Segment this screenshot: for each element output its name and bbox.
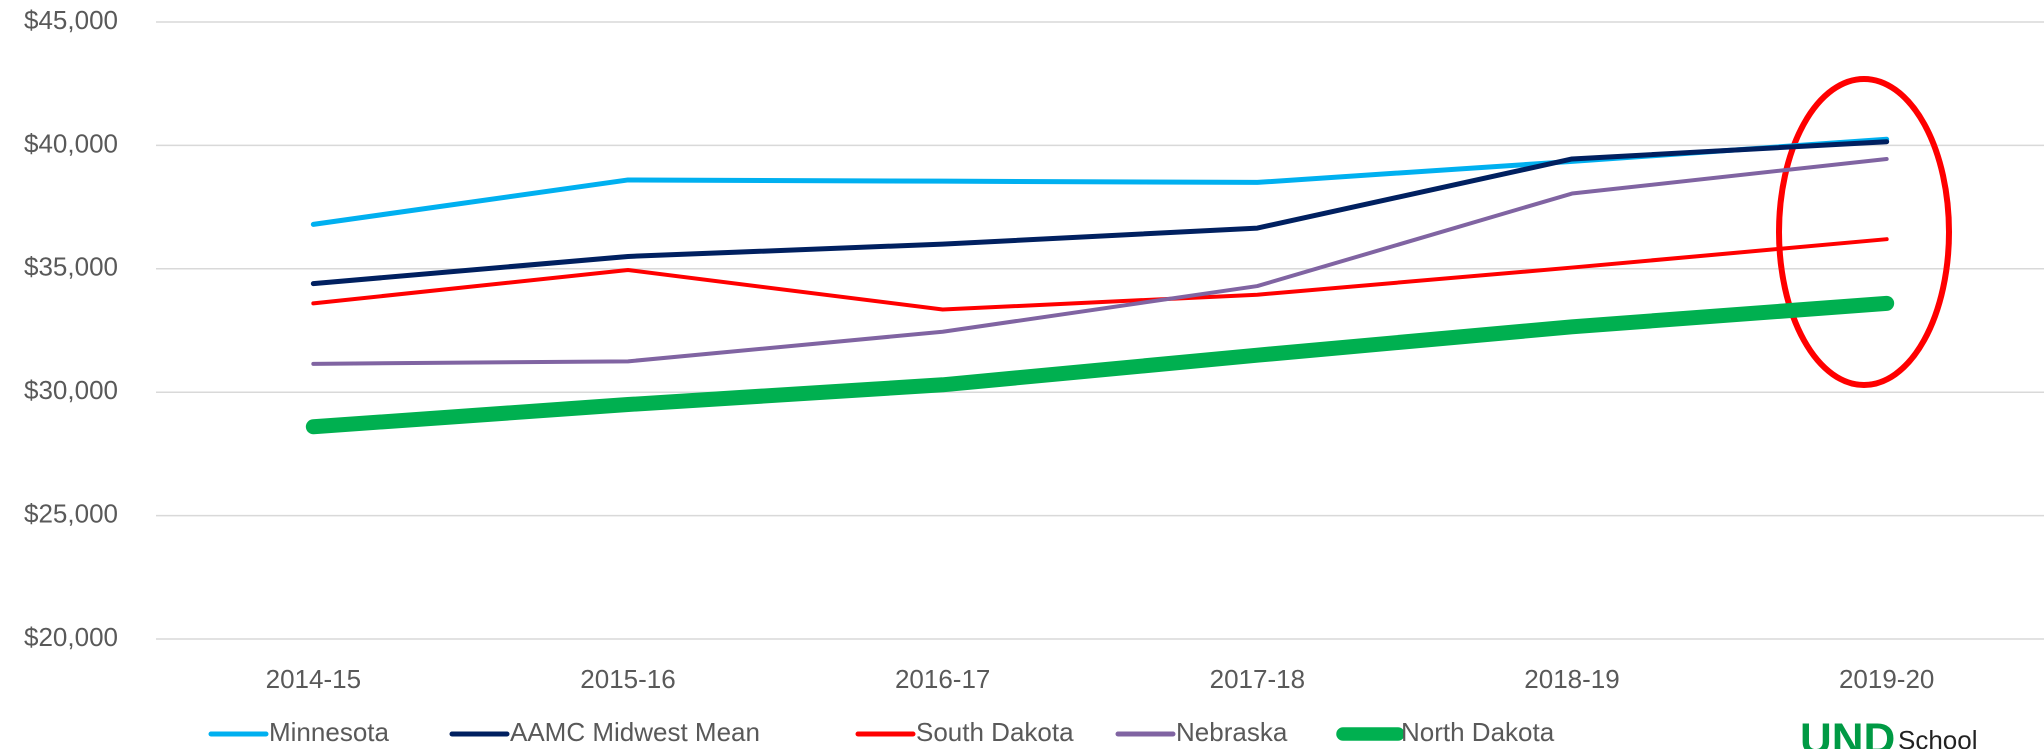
y-tick-label: $40,000: [24, 128, 118, 158]
x-tick-label: 2019-20: [1839, 664, 1934, 694]
y-tick-label: $45,000: [24, 5, 118, 35]
series-line: [311, 156, 1889, 366]
series-line: [310, 136, 1890, 227]
legend-label: Nebraska: [1176, 717, 1288, 747]
y-tick-label: $20,000: [24, 622, 118, 652]
legend-label: North Dakota: [1401, 717, 1555, 747]
x-tick-label: 2018-19: [1524, 664, 1619, 694]
y-tick-label: $35,000: [24, 252, 118, 282]
legend-label: Minnesota: [269, 717, 389, 747]
y-tick-label: $25,000: [24, 498, 118, 528]
series-line: [311, 237, 1889, 312]
logo-mark: UND: [1800, 715, 1895, 749]
legend-label: South Dakota: [916, 717, 1074, 747]
series-line: [310, 139, 1890, 287]
series-line: [305, 295, 1895, 435]
logo-text: School: [1898, 725, 1978, 749]
highlight-ellipse: [1776, 76, 1952, 388]
x-tick-label: 2014-15: [266, 664, 361, 694]
y-tick-label: $30,000: [24, 375, 118, 405]
x-tick-label: 2016-17: [895, 664, 990, 694]
x-tick-label: 2017-18: [1210, 664, 1305, 694]
legend-label: AAMC Midwest Mean: [510, 717, 760, 747]
x-tick-label: 2015-16: [580, 664, 675, 694]
